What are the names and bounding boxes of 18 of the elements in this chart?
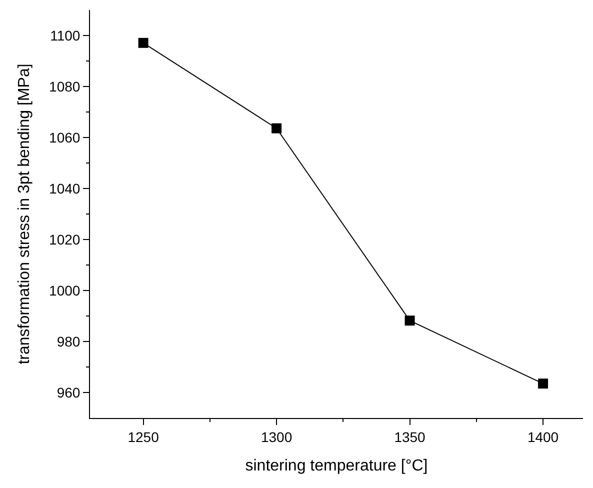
y-tick-label: 980 (56, 333, 80, 350)
x-tick-label: 1250 (128, 428, 160, 445)
y-tick-label: 1060 (49, 129, 80, 146)
y-tick-label: 1000 (49, 282, 80, 298)
y-tick-label: 1040 (49, 180, 80, 196)
x-tick-label: 1300 (260, 428, 292, 445)
point (404, 316, 415, 326)
point (538, 378, 548, 389)
y-tick-label: 1080 (49, 78, 80, 94)
y-tick-label: 1100 (50, 27, 80, 44)
x-tick-label: 1350 (394, 428, 426, 445)
y-tick-label: 960 (56, 384, 80, 400)
x-tick-label: 1400 (527, 428, 559, 445)
y-tick-label: 1020 (49, 231, 80, 248)
point (272, 123, 282, 134)
y-axis-title: transformation stress in 3pt bending [MPa] (16, 64, 33, 364)
x-axis-title: sintering temperature [°C] (245, 458, 428, 474)
point (138, 38, 148, 48)
